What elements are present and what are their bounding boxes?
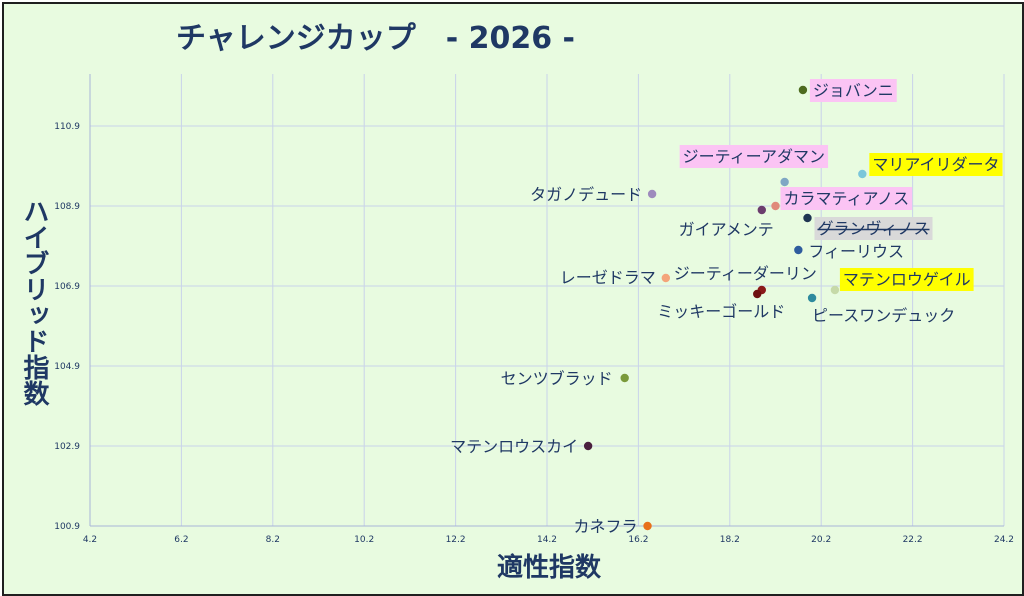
label-highlight <box>869 153 1003 176</box>
point-label: ジョバンニ <box>813 81 894 100</box>
label-highlight <box>839 268 974 291</box>
data-point <box>643 521 652 531</box>
x-axis-title: 適性指数 <box>497 552 602 583</box>
point-label: ジーティーアダマン <box>683 147 825 166</box>
data-point <box>803 213 812 223</box>
data-point <box>798 85 808 95</box>
label-highlight <box>809 79 897 102</box>
point-label: レーゼドラマ <box>560 268 656 287</box>
point-label: センツブラッド <box>501 369 613 388</box>
point-label: カネフラ <box>574 517 638 536</box>
point-label: マリアイリダータ <box>872 155 999 174</box>
y-tick-label: 104.9 <box>54 362 80 372</box>
point-label: カラマティアノス <box>784 189 910 208</box>
data-point <box>583 441 593 451</box>
data-point <box>858 169 867 179</box>
scatter-chart: チャレンジカップ - 2026 - 適性指数 ハイブリッド指数 4.2 6.2 8.… <box>19 21 1014 583</box>
x-tick-label: 24.2 <box>994 535 1014 545</box>
data-point <box>661 273 671 283</box>
x-tick-label: 16.2 <box>628 535 648 545</box>
point-label: ピースワンデュック <box>812 306 955 325</box>
y-tick-label: 110.9 <box>54 122 80 132</box>
x-tick-label: 8.2 <box>266 535 280 545</box>
tick-labels: 4.2 6.2 8.2 10.2 12.2 14.2 16.2 18.2 20.2 22.2 24.… <box>54 122 1014 545</box>
data-points <box>583 85 867 531</box>
point-label: マテンロウゲイル <box>843 270 971 289</box>
x-tick-label: 6.2 <box>174 535 188 545</box>
data-point <box>647 189 657 199</box>
y-axis-title: ハイブリッド指数 <box>19 198 49 407</box>
data-point <box>794 245 803 255</box>
label-highlight <box>780 187 913 210</box>
point-label: ガイアメンテ <box>679 220 774 239</box>
data-point <box>620 373 629 383</box>
y-tick-label: 106.9 <box>54 282 80 292</box>
x-tick-label: 14.2 <box>537 535 557 545</box>
y-tick-label: 108.9 <box>54 202 80 212</box>
data-point <box>807 293 817 303</box>
x-tick-label: 20.2 <box>811 535 831 545</box>
label-highlight <box>679 145 829 168</box>
chart-title: チャレンジカップ - 2026 - <box>176 21 575 56</box>
point-label: マテンロウスカイ <box>450 437 578 456</box>
point-label: タガノデュード <box>530 185 642 204</box>
point-label: フィーリウス <box>808 242 904 261</box>
x-tick-label: 10.2 <box>354 535 374 545</box>
x-tick-label: 4.2 <box>83 535 97 545</box>
y-tick-label: 102.9 <box>54 442 80 452</box>
point-label: ミッキーゴールド <box>657 302 785 321</box>
data-point <box>771 201 780 211</box>
data-point <box>830 285 840 295</box>
point-label: ジーティーダーリン <box>674 264 817 283</box>
x-tick-label: 22.2 <box>903 535 923 545</box>
label-highlight <box>814 217 933 240</box>
x-tick-label: 12.2 <box>446 535 466 545</box>
data-point <box>753 289 762 299</box>
point-label: グランヴィノス <box>817 219 929 238</box>
data-point <box>780 177 789 187</box>
gridlines <box>90 74 1005 526</box>
x-tick-label: 18.2 <box>720 535 740 545</box>
data-point <box>757 205 766 215</box>
y-tick-label: 100.9 <box>54 522 80 532</box>
axes <box>89 74 1004 527</box>
